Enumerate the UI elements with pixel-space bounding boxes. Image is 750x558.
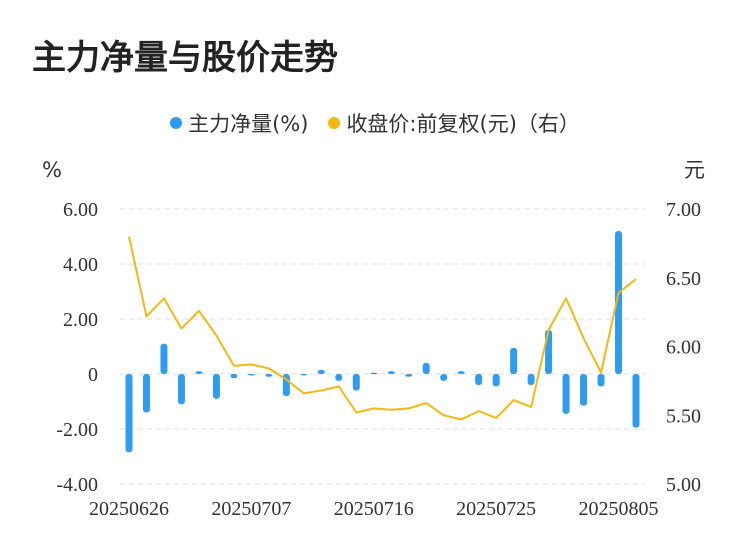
left-tick-label: -4.00 [56, 474, 98, 496]
legend-label-main-net: 主力净量(%) [188, 112, 309, 136]
price-line [128, 236, 637, 421]
bar [405, 374, 413, 377]
legend-label-close-price: 收盘价:前复权(元)（右） [346, 112, 580, 136]
bar [212, 374, 220, 399]
bar-series [125, 231, 640, 453]
left-tick-label: -2.00 [56, 419, 98, 441]
line-series [128, 236, 637, 421]
bar [195, 371, 203, 374]
right-axis-unit: 元 [684, 158, 705, 182]
bar [142, 374, 150, 413]
grid-lines [120, 208, 645, 485]
bar [562, 374, 570, 414]
bar [125, 374, 133, 453]
bar [597, 374, 605, 387]
chart-title: 主力净量与股价走势 [32, 38, 338, 78]
right-tick-label: 6.50 [666, 268, 701, 290]
right-tick-label: 6.00 [666, 337, 701, 359]
left-tick-label: 6.00 [63, 199, 98, 221]
left-tick-label: 4.00 [63, 254, 98, 276]
left-axis-unit: % [42, 158, 62, 182]
legend-dot-bar-icon [170, 117, 183, 129]
bar [632, 374, 640, 428]
bar [247, 374, 255, 376]
x-tick-label: 20250707 [211, 498, 291, 520]
left-tick-label: 0 [88, 364, 98, 386]
x-tick-label: 20250805 [579, 498, 659, 520]
bar [370, 372, 378, 375]
bar [265, 374, 273, 377]
bar [160, 343, 168, 374]
legend: 主力净量(%) 收盘价:前复权(元)（右） [0, 108, 750, 138]
bar [230, 374, 238, 379]
axis-labels: -4.00 -2.00 0 2.00 4.00 6.00 5.00 5.50 6.00 6.50 7… [42, 158, 705, 520]
bar [387, 371, 395, 374]
bar [457, 371, 465, 374]
bar [352, 374, 360, 391]
bar [440, 374, 448, 381]
bar [422, 363, 430, 374]
bar [492, 374, 500, 387]
bar [527, 374, 535, 385]
bar [317, 369, 325, 374]
legend-item-main-net[interactable]: 主力净量(%) [170, 108, 308, 138]
bar [475, 374, 483, 385]
x-tick-label: 20250626 [89, 498, 169, 520]
x-tick-label: 20250725 [456, 498, 536, 520]
bar [335, 374, 343, 381]
x-tick-label: 20250716 [334, 498, 414, 520]
bar [177, 374, 185, 405]
legend-item-close-price[interactable]: 收盘价:前复权(元)（右） [328, 108, 580, 138]
right-tick-label: 5.50 [666, 405, 701, 427]
legend-dot-line-icon [328, 117, 341, 129]
bar [615, 231, 623, 374]
bar [300, 374, 308, 376]
right-tick-label: 7.00 [666, 199, 701, 221]
left-tick-label: 2.00 [63, 309, 98, 331]
bar [580, 374, 588, 406]
bar [510, 347, 518, 374]
right-tick-label: 5.00 [666, 474, 701, 496]
